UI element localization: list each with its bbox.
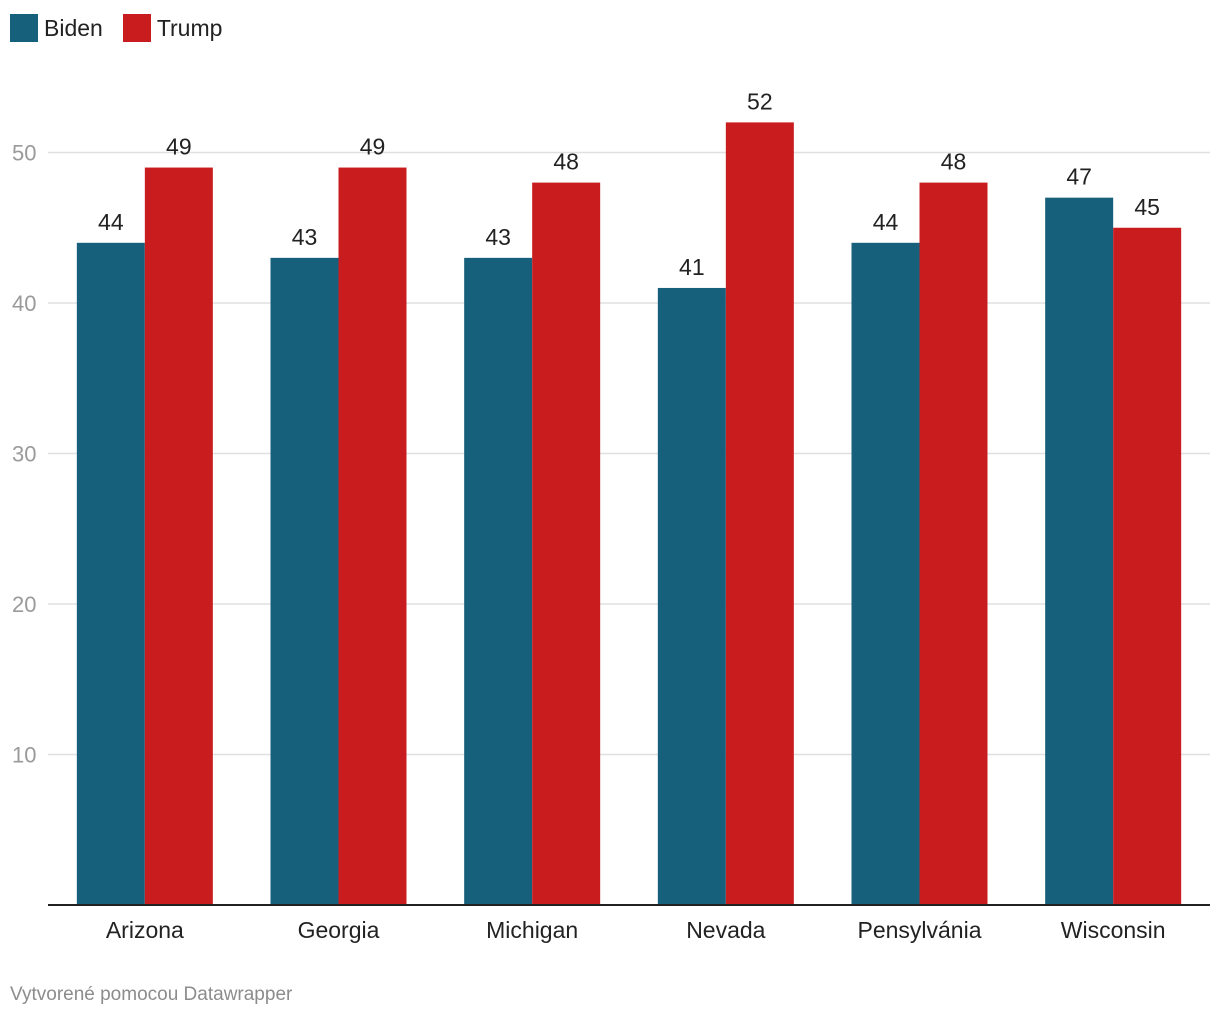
y-tick-label-40: 40 — [12, 291, 36, 316]
bar-biden-arizona — [76, 242, 145, 906]
bar-trump-arizona — [144, 167, 213, 906]
legend-label-biden: Biden — [44, 14, 103, 41]
data-label-trump-pensylvania: 48 — [941, 149, 967, 175]
data-label-trump-wisconsin: 45 — [1134, 194, 1160, 220]
x-tick-label-wisconsin: Wisconsin — [1061, 917, 1166, 943]
x-tick-label-michigan: Michigan — [486, 917, 578, 943]
legend-label-trump: Trump — [156, 14, 223, 41]
data-label-trump-georgia: 49 — [360, 134, 386, 160]
data-label-biden-arizona: 44 — [98, 209, 124, 235]
y-tick-label-50: 50 — [12, 141, 36, 166]
x-tick-label-nevada: Nevada — [686, 917, 765, 943]
y-tick-label-20: 20 — [12, 592, 36, 617]
bar-trump-pensylvania — [919, 182, 988, 906]
data-label-biden-michigan: 43 — [485, 224, 511, 250]
bar-trump-michigan — [532, 182, 601, 906]
bar-biden-michigan — [464, 257, 533, 906]
bar-biden-georgia — [270, 257, 339, 906]
legend-item-trump: Trump — [122, 14, 223, 42]
y-tick-label-10: 10 — [12, 743, 36, 768]
data-label-biden-pensylvania: 44 — [873, 209, 899, 235]
x-tick-label-arizona: Arizona — [106, 917, 184, 943]
bar-trump-nevada — [725, 122, 794, 905]
data-label-trump-arizona: 49 — [166, 134, 192, 160]
bar-trump-wisconsin — [1113, 227, 1182, 905]
bar-biden-nevada — [657, 287, 726, 905]
legend-item-biden: Biden — [10, 14, 103, 42]
y-tick-label-30: 30 — [12, 442, 36, 467]
data-label-biden-nevada: 41 — [679, 254, 705, 280]
legend: Biden Trump — [10, 12, 242, 44]
footer-credit: Vytvorené pomocou Datawrapper — [10, 984, 293, 1005]
bar-trump-georgia — [338, 167, 407, 906]
data-label-biden-wisconsin: 47 — [1066, 164, 1092, 190]
x-tick-label-georgia: Georgia — [298, 917, 380, 943]
bar-biden-wisconsin — [1045, 197, 1114, 905]
data-label-trump-nevada: 52 — [747, 88, 773, 114]
data-label-biden-georgia: 43 — [292, 224, 318, 250]
x-tick-label-pensylvania: Pensylvánia — [857, 917, 981, 943]
data-label-trump-michigan: 48 — [553, 149, 579, 175]
bar-biden-pensylvania — [851, 242, 920, 906]
legend-swatch-trump — [122, 14, 151, 42]
legend-swatch-biden — [10, 14, 38, 42]
